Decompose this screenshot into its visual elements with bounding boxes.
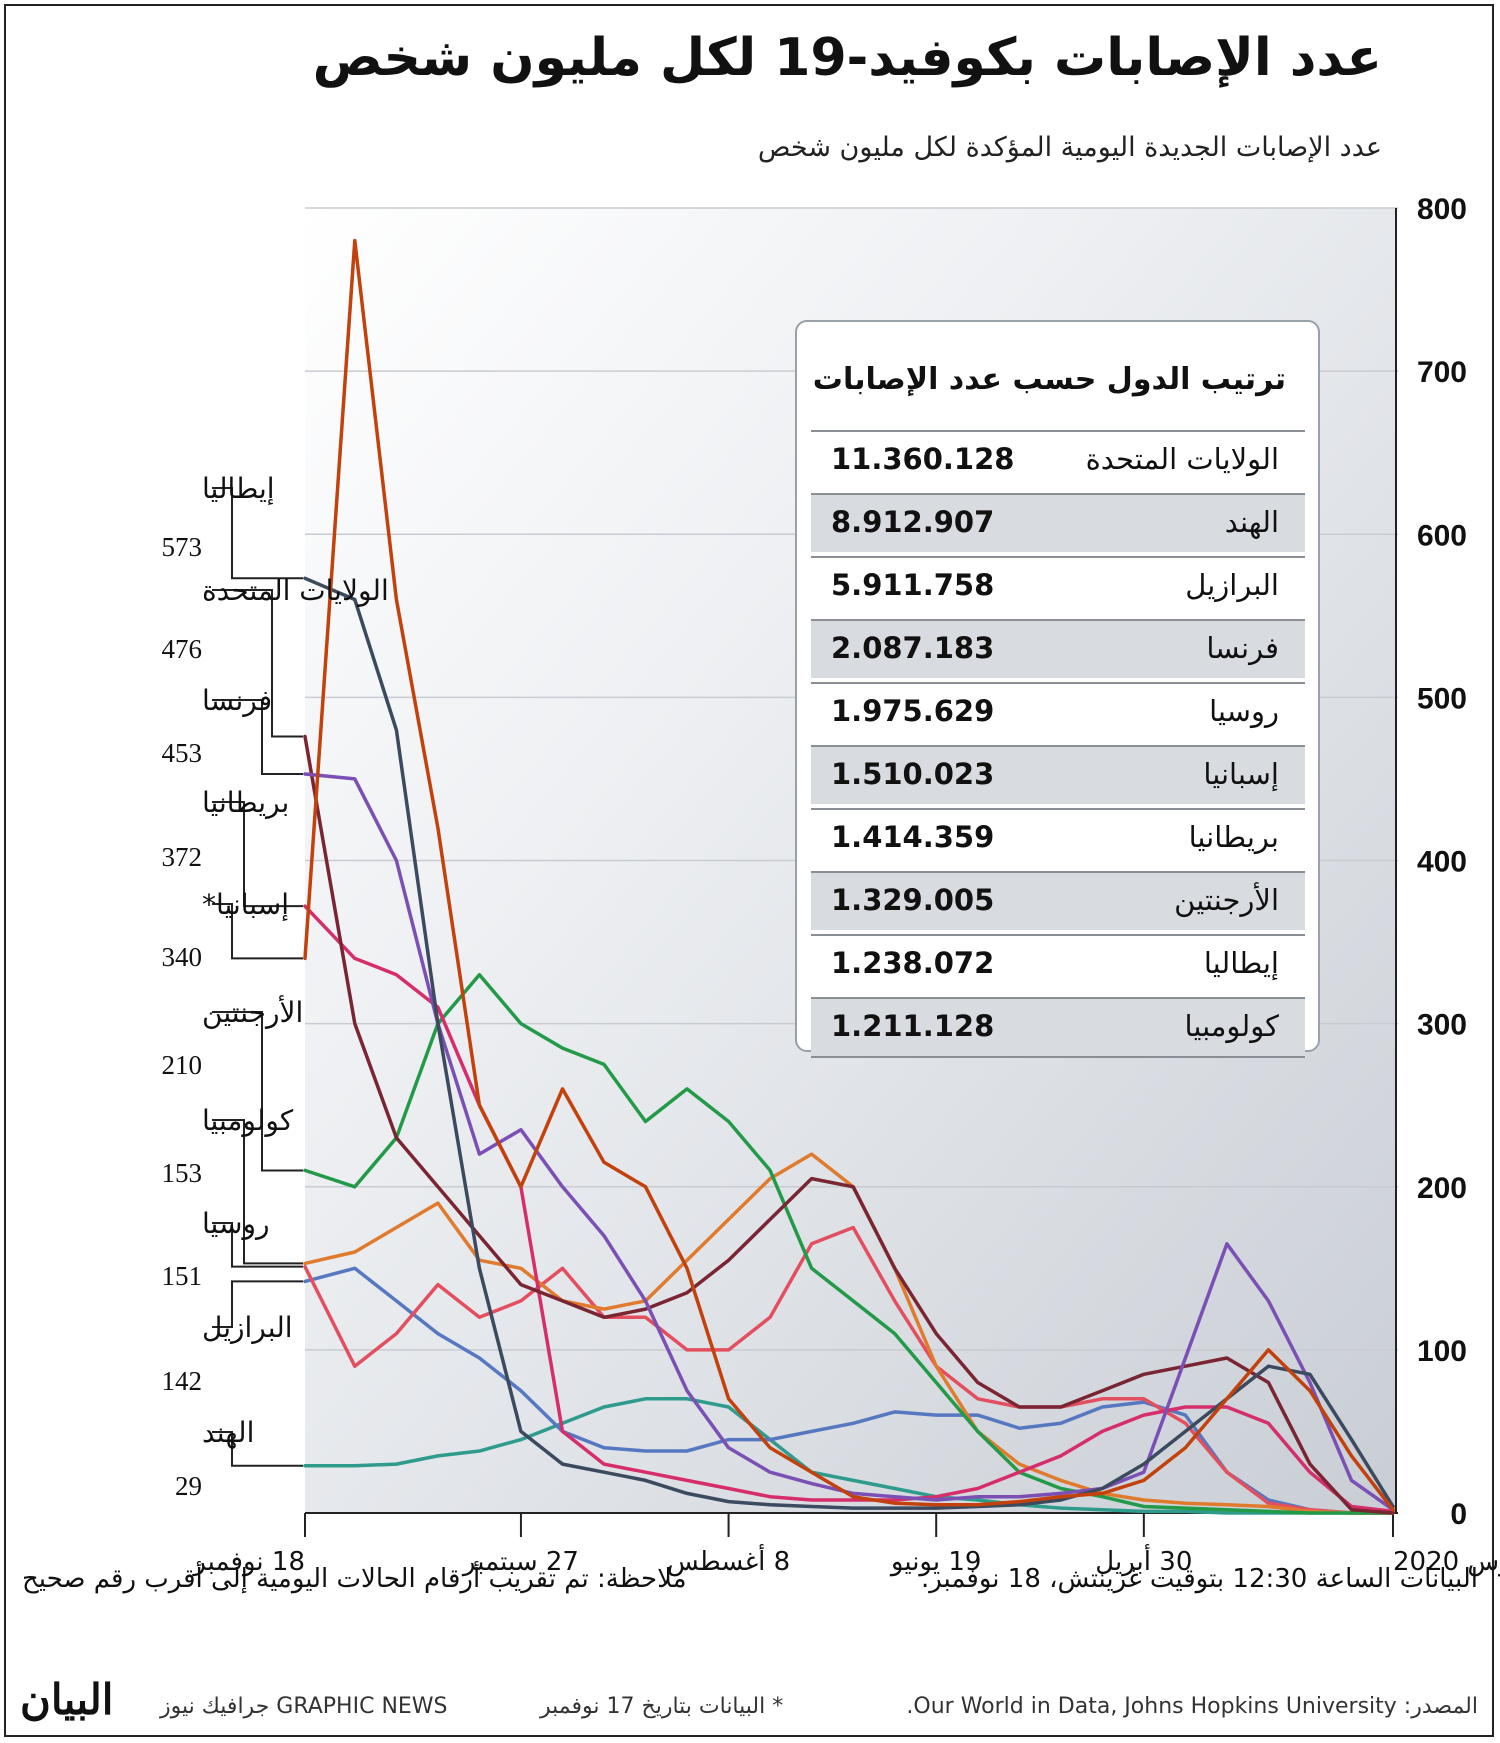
y-tick-label: 0	[1450, 1498, 1467, 1531]
y-tick-label: 800	[1417, 193, 1467, 226]
series-line-usa	[303, 734, 1395, 1515]
ranking-value: 1.238.072	[831, 946, 995, 980]
label-leader-line	[212, 903, 303, 960]
y-tick-label: 500	[1417, 682, 1467, 715]
series-line-brazil	[303, 1266, 1395, 1515]
ranking-country: البرازيل	[1185, 568, 1279, 602]
series-label-name: فرنسا	[202, 684, 272, 717]
ranking-country: بريطانيا	[1188, 820, 1279, 854]
series-label-name: إيطاليا	[202, 472, 275, 505]
ranking-row: روسيا 1.975.629	[811, 682, 1305, 741]
graphic-news-credit: GRAPHIC NEWS جرافيك نيوز	[160, 1694, 448, 1719]
ranking-value: 1.975.629	[831, 694, 995, 728]
series-line-argentina	[303, 972, 1395, 1515]
ranking-country: إيطاليا	[1203, 946, 1279, 980]
ranking-country: روسيا	[1209, 694, 1279, 728]
label-leader-line	[212, 1011, 303, 1172]
spain-date-note: * البيانات بتاريخ 17 نوفمبر	[540, 1694, 784, 1719]
ranking-value: 1.329.005	[831, 883, 995, 917]
x-tick-label: 1 مارس 2020	[1393, 1547, 1500, 1577]
ranking-row: فرنسا 2.087.183	[811, 619, 1305, 678]
ranking-row: الولايات المتحدة 11.360.128	[811, 430, 1305, 489]
series-label-value: 210	[162, 1050, 203, 1080]
series-line-spain	[303, 238, 1395, 1512]
series-line-russia	[303, 1225, 1395, 1515]
x-tick-label: 18 نوفمبر	[191, 1547, 305, 1577]
x-tick-label: 19 يونيو	[889, 1547, 982, 1577]
series-label-name: إسبانيا*	[202, 888, 289, 921]
label-leader-line	[212, 589, 303, 738]
source-note: المصدر: Our World in Data, Johns Hopkins…	[906, 1694, 1478, 1719]
ranking-value: 1.414.359	[831, 820, 995, 854]
rounding-note: ملاحظة: تم تقريب أرقام الحالات اليومية إ…	[22, 1564, 687, 1594]
series-label-value: 372	[162, 842, 203, 872]
series-label-name: روسيا	[202, 1207, 269, 1240]
x-tick-label: 8 أغسطس	[667, 1543, 790, 1577]
x-tick-label: 27 سبتمبر	[461, 1547, 579, 1577]
y-tick-label: 400	[1417, 846, 1467, 879]
label-leader-line	[212, 1280, 303, 1328]
y-tick-label: 600	[1417, 519, 1467, 552]
ranking-row: إيطاليا 1.238.072	[811, 934, 1305, 993]
series-label-name: بريطانيا	[202, 786, 289, 819]
series-label-name: البرازيل	[202, 1311, 293, 1344]
ranking-value: 1.510.023	[831, 757, 995, 791]
ranking-value: 1.211.128	[831, 1009, 995, 1043]
series-label-value: 153	[162, 1158, 203, 1188]
y-tick-label: 700	[1417, 356, 1467, 389]
series-label-value: 151	[162, 1261, 203, 1291]
label-leader-line	[212, 1119, 303, 1265]
x-tick-label: 30 أبريل	[1095, 1543, 1192, 1577]
ranking-country: الهند	[1224, 505, 1279, 539]
y-tick-label: 300	[1417, 1009, 1467, 1042]
albayan-logo: البيان	[20, 1675, 114, 1724]
ranking-row: الهند 8.912.907	[811, 493, 1305, 552]
chart-title: عدد الإصابات بكوفيد-19 لكل مليون شخص	[312, 28, 1382, 88]
ranking-row: الأرجنتين 1.329.005	[811, 871, 1305, 930]
series-line-italy	[303, 576, 1395, 1510]
ranking-country: كولومبيا	[1184, 1009, 1279, 1043]
label-leader-line	[212, 1431, 303, 1467]
y-tick-label: 100	[1417, 1335, 1467, 1368]
label-leader-line	[212, 801, 303, 908]
data-timestamp: البيانات الساعة 12:30 بتوقيت غرينتش، 18 …	[920, 1564, 1478, 1594]
ranking-country: إسبانيا	[1203, 757, 1279, 791]
ranking-table: الولايات المتحدة 11.360.128 الهند 8.912.907…	[811, 430, 1305, 1062]
ranking-row: إسبانيا 1.510.023	[811, 745, 1305, 804]
label-leader-line	[212, 699, 303, 776]
series-label-name: الولايات المتحدة	[202, 574, 389, 607]
figure-frame	[4, 4, 1494, 1737]
series-label-value: 142	[162, 1366, 203, 1396]
ranking-value: 2.087.183	[831, 631, 995, 665]
ranking-country: الولايات المتحدة	[1085, 442, 1279, 476]
y-tick-label: 200	[1417, 1172, 1467, 1205]
series-label-value: 340	[162, 942, 203, 972]
series-label-value: 573	[162, 532, 203, 562]
ranking-country: الأرجنتين	[1174, 883, 1279, 917]
ranking-row: البرازيل 5.911.758	[811, 556, 1305, 615]
ranking-value: 5.911.758	[831, 568, 995, 602]
label-leader-line	[212, 1222, 303, 1268]
series-label-value: 476	[162, 634, 203, 664]
ranking-row: كولومبيا 1.211.128	[811, 997, 1305, 1058]
series-label-value: 29	[175, 1471, 202, 1501]
ranking-row: بريطانيا 1.414.359	[811, 808, 1305, 867]
series-label-name: الأرجنتين	[202, 994, 303, 1029]
series-label-name: كولومبيا	[202, 1104, 294, 1137]
series-line-india	[303, 1397, 1395, 1515]
chart-subtitle: عدد الإصابات الجديدة اليومية المؤكدة لكل…	[757, 132, 1382, 163]
ranking-title: ترتيب الدول حسب عدد الإصابات	[812, 362, 1286, 397]
ranking-value: 8.912.907	[831, 505, 995, 539]
label-leader-line	[212, 487, 303, 580]
ranking-value: 11.360.128	[831, 442, 1015, 476]
series-label-name: الهند	[202, 1416, 254, 1449]
ranking-country: فرنسا	[1206, 631, 1279, 665]
series-label-value: 453	[162, 738, 203, 768]
ranking-panel: ترتيب الدول حسب عدد الإصابات الولايات ال…	[795, 320, 1320, 1058]
series-line-france	[303, 772, 1395, 1512]
